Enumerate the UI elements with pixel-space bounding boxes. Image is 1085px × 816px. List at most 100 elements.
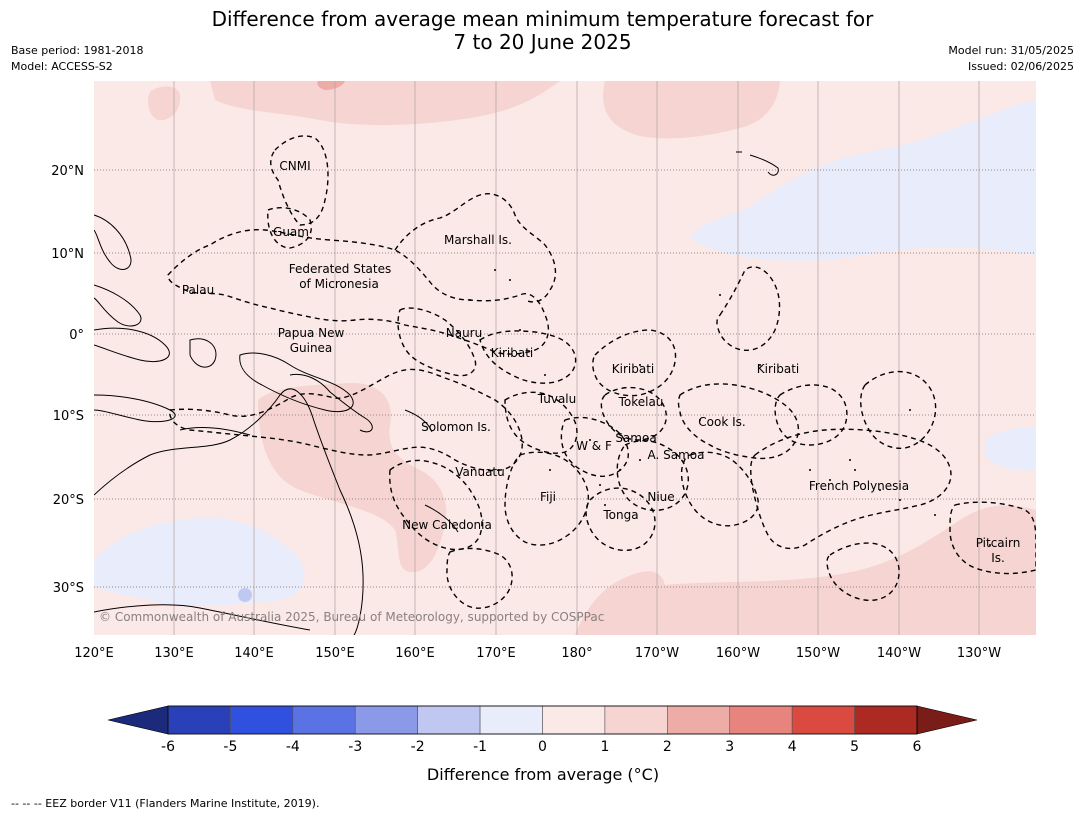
- colorbar-tick-label: 5: [850, 739, 859, 755]
- colorbar-tick-label: -1: [473, 739, 487, 755]
- region-label-samoa: Samoa: [615, 431, 656, 445]
- longitude-gridlines: [173, 81, 980, 635]
- colorbar-tick-label: 3: [725, 739, 734, 755]
- anomaly-patch-cool-east: [985, 427, 1036, 471]
- eez-borders: [167, 135, 1036, 609]
- colorbar-bin: [791, 705, 855, 735]
- region-label-micronesia-line2: of Micronesia: [299, 277, 379, 291]
- colorbar-tick-label: -4: [286, 739, 300, 755]
- region-label-vanuatu: Vanuatu: [455, 465, 505, 479]
- colorbar-tick-label: -2: [411, 739, 425, 755]
- region-label-png-line2: Guinea: [290, 341, 333, 355]
- lon-label: 130°W: [957, 646, 1001, 661]
- lon-label: 170°W: [635, 646, 679, 661]
- colorbar-ticks: -6 -5 -4 -3 -2 -1 0 1 2 3 4 5 6: [161, 739, 922, 755]
- region-label-pitcairn-line2: Is.: [991, 551, 1005, 565]
- lon-label: 120°E: [74, 646, 114, 661]
- lon-label: 160°W: [716, 646, 760, 661]
- colorbar-under-arrow: [107, 705, 169, 735]
- anomaly-patch-cool-small: [238, 588, 252, 602]
- map-title-line1: Difference from average mean minimum tem…: [211, 7, 874, 31]
- anomaly-patch-png: [258, 382, 447, 573]
- region-label-png-line1: Papua New: [278, 326, 345, 340]
- lat-label: 10°S: [53, 409, 84, 424]
- region-label-cnmi: CNMI: [279, 159, 310, 173]
- lon-label: 130°E: [154, 646, 194, 661]
- region-label-wallis-futuna: W & F: [576, 439, 612, 453]
- latitude-labels: 20°N 10°N 0° 10°S 20°S 30°S: [51, 164, 84, 596]
- lon-label: 160°E: [395, 646, 435, 661]
- colorbar-tick-label: 2: [663, 739, 672, 755]
- colorbar-tick-label: 6: [913, 739, 922, 755]
- region-label-kiribati-west: Kiribati: [491, 346, 533, 360]
- island-dots: [469, 269, 991, 546]
- region-label-fiji: Fiji: [540, 490, 556, 504]
- region-label-cook-is: Cook Is.: [698, 415, 745, 429]
- region-labels: CNMI Guam Marshall Is. Federated States …: [182, 159, 1020, 565]
- region-label-niue: Niue: [647, 490, 674, 504]
- colorbar-bin: [854, 705, 918, 735]
- region-label-nauru: Nauru: [446, 326, 482, 340]
- colorbar-bins: [167, 705, 918, 735]
- colorbar-tick-label: -6: [161, 739, 175, 755]
- colorbar-bin: [292, 705, 356, 735]
- lon-label: 140°E: [234, 646, 274, 661]
- region-label-french-polynesia: French Polynesia: [809, 479, 909, 493]
- region-label-kiribati-east: Kiribati: [757, 362, 799, 376]
- coastlines: [94, 151, 779, 635]
- lat-label: 20°N: [51, 164, 84, 179]
- region-label-american-samoa: A. Samoa: [648, 448, 705, 462]
- colorbar-bin: [604, 705, 668, 735]
- model-name-text: Model: ACCESS-S2: [11, 60, 113, 73]
- lon-label: 150°E: [315, 646, 355, 661]
- region-label-marshall-is: Marshall Is.: [444, 233, 512, 247]
- region-label-solomon-is: Solomon Is.: [421, 420, 491, 434]
- lon-label: 170°E: [476, 646, 516, 661]
- lat-label: 10°N: [51, 247, 84, 262]
- model-run-text: Model run: 31/05/2025: [948, 44, 1074, 57]
- colorbar-tick-label: -5: [223, 739, 237, 755]
- colorbar-bin: [542, 705, 606, 735]
- colorbar-tick-label: 4: [788, 739, 797, 755]
- eez-footnote: -- -- -- EEZ border V11 (Flanders Marine…: [11, 797, 320, 810]
- region-label-kiribati-central: Kiribati: [612, 362, 654, 376]
- lat-label: 20°S: [53, 493, 84, 508]
- colorbar-tick-label: 0: [538, 739, 547, 755]
- anomaly-patch-cool-australia: [94, 517, 305, 606]
- issued-text: Issued: 02/06/2025: [967, 60, 1074, 73]
- colorbar-bin: [729, 705, 793, 735]
- region-label-tonga: Tonga: [602, 508, 638, 522]
- lat-label: 30°S: [53, 581, 84, 596]
- colorbar-frame: [167, 705, 918, 735]
- colorbar-over-arrow: [916, 705, 978, 735]
- model-info: Base period: 1981-2018 Model: ACCESS-S2: [11, 43, 143, 75]
- colorbar-bin: [417, 705, 481, 735]
- colorbar: -6 -5 -4 -3 -2 -1 0 1 2 3 4 5 6 Difference from aver…: [107, 705, 978, 784]
- colorbar-bin: [354, 705, 418, 735]
- anomaly-patch-north: [148, 86, 181, 121]
- lon-label: 140°W: [877, 646, 921, 661]
- anomaly-patch-cool-east: [690, 100, 1036, 261]
- anomaly-patch-north: [603, 81, 780, 139]
- lat-label: 0°: [69, 328, 84, 343]
- colorbar-bin: [667, 705, 731, 735]
- anomaly-patch-north: [210, 81, 560, 126]
- colorbar-bin: [167, 705, 231, 735]
- map-panel: CNMI Guam Marshall Is. Federated States …: [94, 81, 1036, 635]
- region-label-guam: Guam: [273, 225, 309, 239]
- region-label-palau: Palau: [182, 283, 214, 297]
- base-period-text: Base period: 1981-2018: [11, 44, 144, 57]
- run-info: Model run: 31/05/2025 Issued: 02/06/2025: [948, 43, 1074, 75]
- colorbar-bin: [230, 705, 294, 735]
- region-label-tokelau: Tokelau: [618, 395, 664, 409]
- lon-label: 150°W: [796, 646, 840, 661]
- anomaly-patch-strong: [317, 81, 345, 90]
- colorbar-tick-label: -3: [348, 739, 362, 755]
- colorbar-tick-label: 1: [600, 739, 609, 755]
- map-title-line2: 7 to 20 June 2025: [453, 30, 632, 54]
- copyright-credit: © Commonwealth of Australia 2025, Bureau…: [99, 610, 604, 624]
- anomaly-patch-southeast: [575, 505, 1036, 635]
- colorbar-bin: [479, 705, 543, 735]
- longitude-labels: 120°E 130°E 140°E 150°E 160°E 170°E 180°…: [74, 646, 1001, 661]
